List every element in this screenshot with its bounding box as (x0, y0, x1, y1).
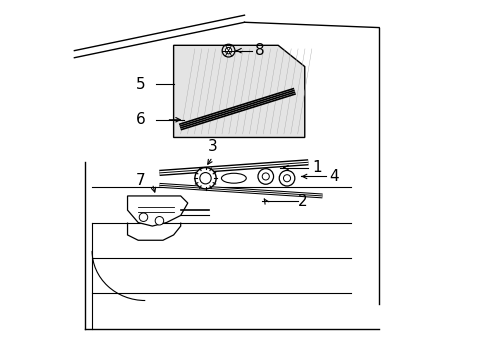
Circle shape (200, 172, 211, 184)
Text: 5: 5 (135, 77, 145, 92)
Text: 4: 4 (329, 169, 339, 184)
Text: 7: 7 (135, 172, 145, 188)
Circle shape (283, 175, 290, 182)
Circle shape (225, 48, 231, 54)
Text: 2: 2 (297, 194, 306, 209)
Circle shape (195, 168, 216, 189)
Polygon shape (127, 196, 187, 226)
Text: 6: 6 (135, 112, 145, 127)
Text: 1: 1 (311, 160, 321, 175)
Circle shape (262, 173, 269, 180)
Circle shape (258, 168, 273, 184)
Circle shape (139, 213, 147, 221)
Circle shape (279, 170, 294, 186)
Text: 3: 3 (207, 139, 217, 154)
Circle shape (155, 216, 163, 225)
Ellipse shape (221, 173, 246, 183)
Polygon shape (173, 45, 304, 138)
Text: 8: 8 (255, 43, 264, 58)
